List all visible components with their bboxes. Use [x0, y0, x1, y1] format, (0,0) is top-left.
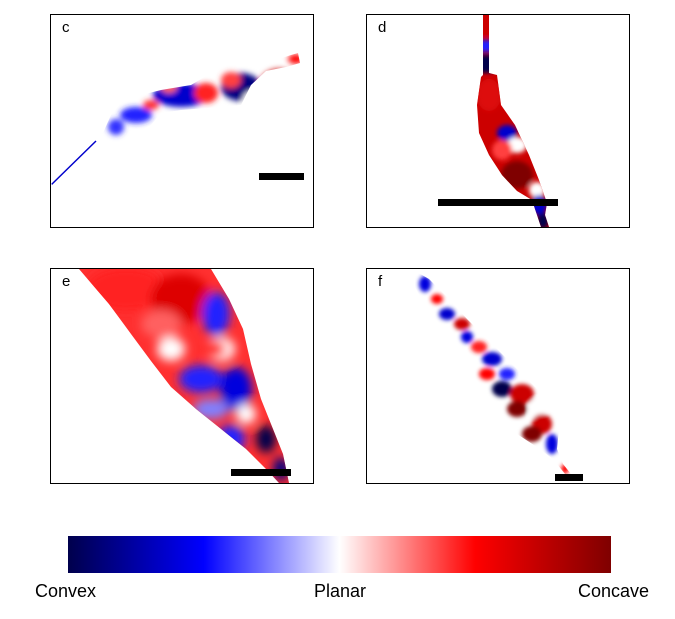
- panel-label-f: f: [378, 273, 383, 290]
- scale-bar: [231, 469, 291, 476]
- colorbar: [68, 536, 611, 573]
- colorbar-label-planar: Planar: [313, 581, 367, 601]
- curvature-map-c: [51, 53, 304, 187]
- scale-bar: [555, 474, 583, 481]
- curvature-map-e: [79, 269, 291, 483]
- scale-bar: [259, 173, 304, 180]
- panel-label-d: d: [378, 19, 387, 36]
- scale-bar: [438, 199, 558, 206]
- panel-d: d: [366, 14, 630, 228]
- panel-e: e: [50, 268, 314, 484]
- curvature-map-f: [415, 271, 583, 481]
- colorbar-label-convex: Convex: [35, 581, 97, 601]
- panel-c: c: [50, 14, 314, 228]
- colorbar-label-concave: Concave: [577, 581, 649, 601]
- panel-label-c: c: [62, 19, 70, 36]
- curvature-map-d: [438, 15, 558, 227]
- panel-f: f: [366, 268, 630, 484]
- panel-label-e: e: [62, 273, 71, 290]
